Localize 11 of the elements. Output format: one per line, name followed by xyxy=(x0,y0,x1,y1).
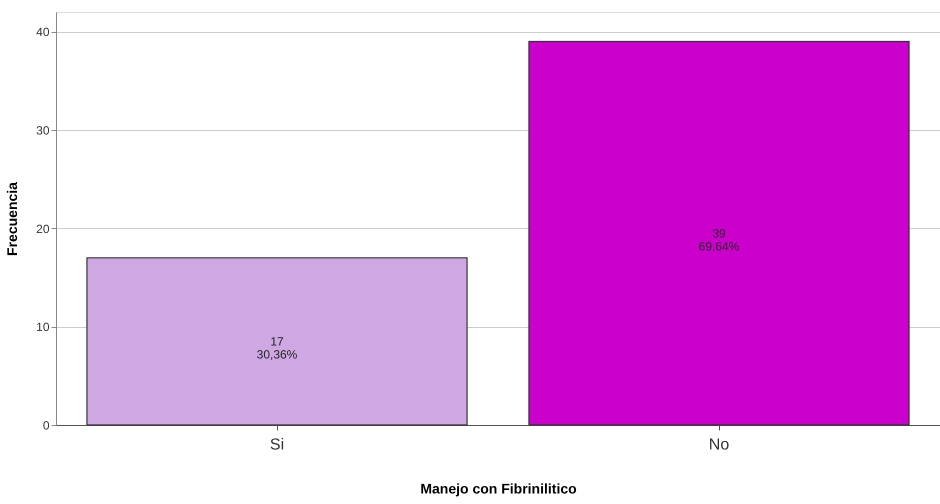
y-tick-label: 20 xyxy=(36,222,50,236)
y-tick-label: 40 xyxy=(36,25,50,40)
data-label: 17 30,36% xyxy=(256,334,298,362)
x-tick-label: Si xyxy=(270,436,284,454)
data-label: 39 69,64% xyxy=(698,226,740,254)
x-tick-label: No xyxy=(708,436,730,454)
y-tick-label: 0 xyxy=(42,418,50,432)
y-tick-label: 10 xyxy=(36,320,50,334)
x-axis-title: Manejo con Fibrinilitico xyxy=(420,480,577,496)
y-axis-title: Frecuencia xyxy=(4,182,20,256)
y-tick-label: 30 xyxy=(36,124,50,138)
